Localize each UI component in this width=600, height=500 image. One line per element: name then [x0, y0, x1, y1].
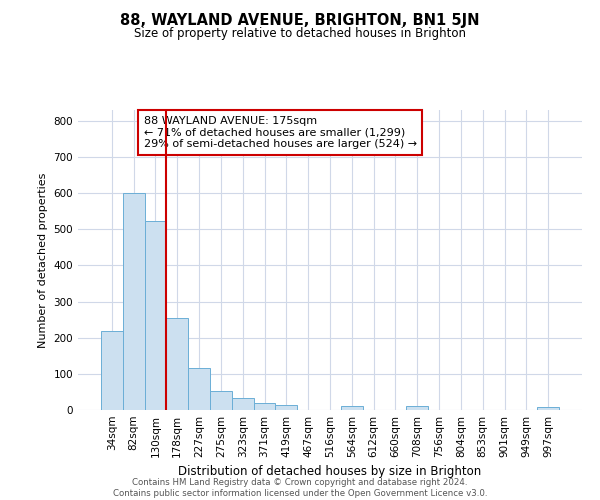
Text: Size of property relative to detached houses in Brighton: Size of property relative to detached ho…	[134, 28, 466, 40]
Text: 88 WAYLAND AVENUE: 175sqm
← 71% of detached houses are smaller (1,299)
29% of se: 88 WAYLAND AVENUE: 175sqm ← 71% of detac…	[143, 116, 416, 149]
Bar	[210, 391, 232, 410]
Bar	[232, 398, 254, 410]
Text: Contains HM Land Registry data © Crown copyright and database right 2024.
Contai: Contains HM Land Registry data © Crown c…	[113, 478, 487, 498]
Bar	[166, 318, 188, 410]
Bar	[537, 407, 559, 410]
Bar	[341, 406, 363, 410]
Bar	[275, 404, 297, 410]
Bar	[188, 368, 210, 410]
Y-axis label: Number of detached properties: Number of detached properties	[38, 172, 48, 348]
Bar	[123, 193, 145, 410]
Bar	[406, 406, 428, 410]
X-axis label: Distribution of detached houses by size in Brighton: Distribution of detached houses by size …	[178, 466, 482, 478]
Text: 88, WAYLAND AVENUE, BRIGHTON, BN1 5JN: 88, WAYLAND AVENUE, BRIGHTON, BN1 5JN	[120, 12, 480, 28]
Bar	[101, 331, 123, 410]
Bar	[254, 403, 275, 410]
Bar	[145, 222, 166, 410]
